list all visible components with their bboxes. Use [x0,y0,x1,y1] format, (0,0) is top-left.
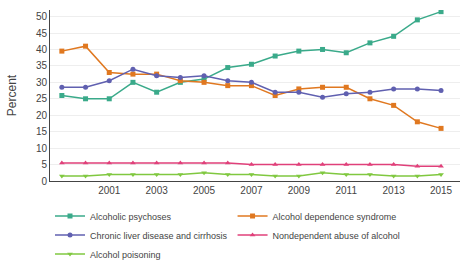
svg-text:2011: 2011 [335,185,357,196]
svg-text:50: 50 [36,11,48,22]
svg-text:Alcohol dependence syndrome: Alcohol dependence syndrome [273,212,397,222]
svg-text:2007: 2007 [240,185,263,196]
svg-text:2015: 2015 [430,185,453,196]
svg-text:20: 20 [36,110,48,121]
svg-text:2001: 2001 [98,185,121,196]
svg-text:2005: 2005 [193,185,216,196]
svg-text:Alcohol poisoning: Alcohol poisoning [90,250,161,260]
svg-text:2003: 2003 [146,185,169,196]
svg-text:5: 5 [41,159,47,170]
svg-text:35: 35 [36,60,48,71]
svg-text:15: 15 [36,126,48,137]
svg-text:45: 45 [36,28,48,39]
svg-text:Percent: Percent [5,74,19,116]
svg-text:0: 0 [41,176,47,187]
svg-text:Alcoholic psychoses: Alcoholic psychoses [90,212,172,222]
svg-text:25: 25 [36,93,48,104]
svg-text:30: 30 [36,77,48,88]
svg-text:Nondependent abuse of alcohol: Nondependent abuse of alcohol [273,231,400,241]
svg-text:10: 10 [36,143,48,154]
svg-text:Chronic liver disease and cirr: Chronic liver disease and cirrhosis [90,231,228,241]
svg-text:40: 40 [36,44,48,55]
svg-text:2013: 2013 [383,185,406,196]
svg-text:2009: 2009 [288,185,311,196]
